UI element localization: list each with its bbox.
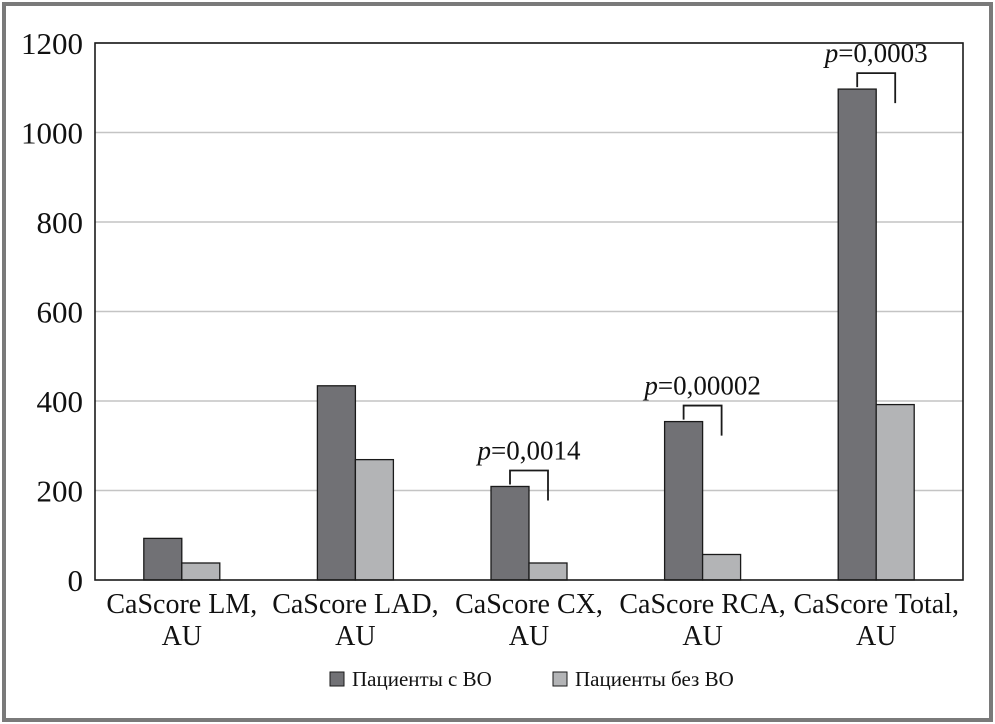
p-value-label-2: p=0,0014 xyxy=(476,435,581,465)
x-category-label-3-line-1: AU xyxy=(682,621,722,652)
bar-with-vo-2 xyxy=(490,485,530,581)
bar-without-vo-1 xyxy=(354,458,395,581)
bar-without-vo-2 xyxy=(528,562,568,581)
bar-with-vo-0 xyxy=(143,537,183,581)
y-tick-label-600: 600 xyxy=(37,295,84,330)
significance-bracket-4 xyxy=(856,72,897,104)
significance-bracket-3 xyxy=(682,404,723,436)
axes xyxy=(94,42,964,581)
p-value-label-3: p=0,00002 xyxy=(642,371,760,401)
legend-swatch-without-vo xyxy=(552,671,568,687)
y-tick-label-0: 0 xyxy=(68,563,84,598)
x-category-label-2-line-0: CaScore CX, xyxy=(455,589,603,620)
p-value-text: =0,00002 xyxy=(658,371,761,401)
legend-label-with-vo: Пациенты с ВО xyxy=(352,667,492,691)
p-value-text: =0,0014 xyxy=(491,435,581,465)
p-symbol: p xyxy=(476,435,492,465)
x-category-label-0-line-1: AU xyxy=(162,621,202,652)
y-tick-label-400: 400 xyxy=(37,384,84,419)
bar-without-vo-0 xyxy=(181,562,221,581)
x-category-label-2-line-1: AU xyxy=(509,621,549,652)
bars xyxy=(143,88,915,581)
x-category-label-0-line-0: CaScore LM, xyxy=(106,589,257,620)
bar-with-vo-1 xyxy=(316,385,357,581)
x-category-label-3-line-0: CaScore RCA, xyxy=(619,589,785,620)
plot-area-border xyxy=(94,42,964,581)
x-category-label-1-line-1: AU xyxy=(335,621,375,652)
y-tick-labels: 0 200 400 600 800 1000 1200 xyxy=(21,26,83,598)
y-tick-label-1000: 1000 xyxy=(21,116,83,151)
p-symbol: p xyxy=(823,38,839,68)
legend-swatch-with-vo xyxy=(329,671,345,687)
y-tick-label-800: 800 xyxy=(37,205,84,240)
x-category-label-1-line-0: CaScore LAD, xyxy=(272,589,438,620)
bar-without-vo-3 xyxy=(701,553,742,581)
x-category-label-4-line-0: CaScore Total, xyxy=(793,589,958,620)
gridlines xyxy=(95,42,963,492)
legend-label-without-vo: Пациенты без ВО xyxy=(575,667,734,691)
bar-with-vo-3 xyxy=(663,420,704,581)
x-category-label-4-line-1: AU xyxy=(856,621,896,652)
legend: Пациенты с ВО Пациенты без ВО xyxy=(329,667,734,691)
y-tick-label-200: 200 xyxy=(37,474,84,509)
bar-with-vo-4 xyxy=(837,88,877,581)
bar-without-vo-4 xyxy=(875,403,915,581)
p-symbol: p xyxy=(642,371,658,401)
y-tick-label-1200: 1200 xyxy=(21,26,83,61)
significance-bracket-2 xyxy=(509,469,549,501)
p-value-text: =0,0003 xyxy=(838,38,927,68)
p-value-label-4: p=0,0003 xyxy=(823,38,928,68)
